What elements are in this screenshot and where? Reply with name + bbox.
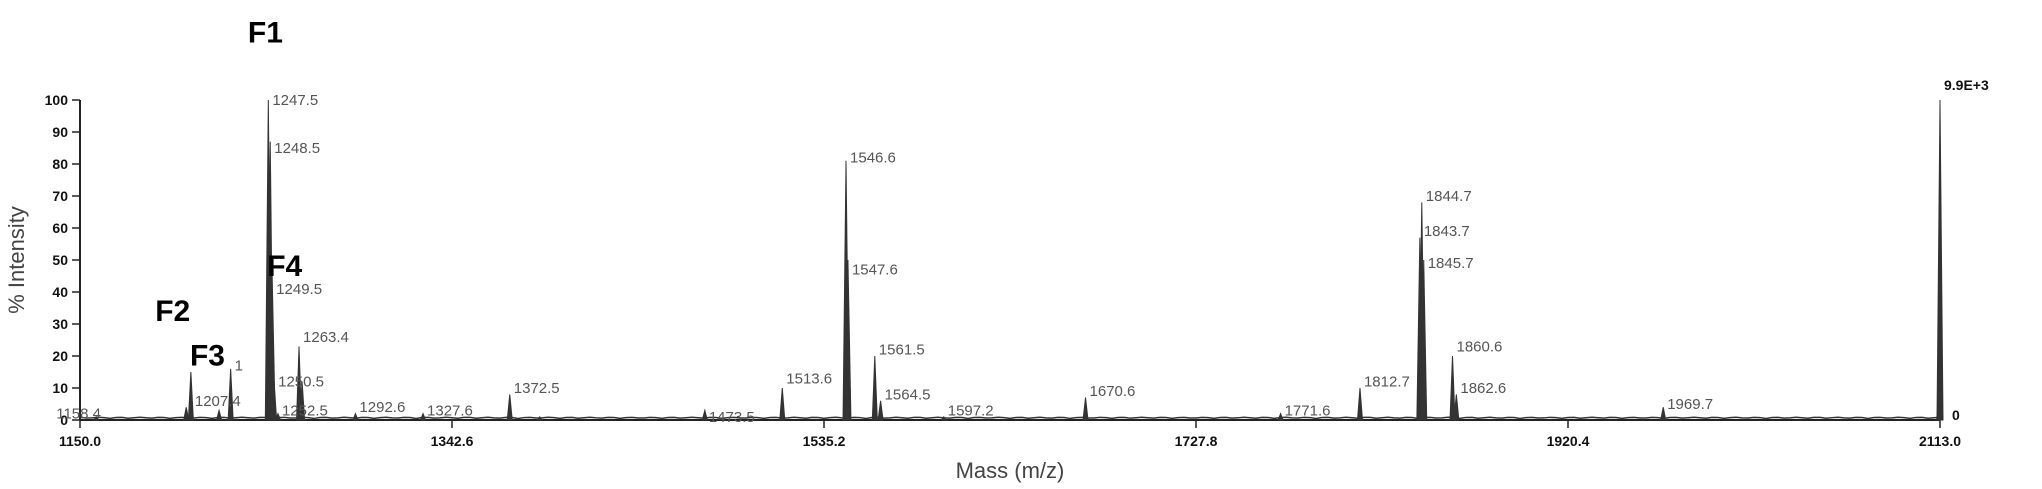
peak-label: 1597.2 <box>948 402 994 419</box>
spectrum-peak <box>1082 397 1089 421</box>
y-tick-label: 50 <box>52 252 68 268</box>
y-tick-label: 10 <box>52 380 68 396</box>
spectrum-baseline <box>79 416 1941 420</box>
spectrum-peak <box>296 346 303 421</box>
spectrum-peak <box>871 355 878 421</box>
y-tick-label: 30 <box>52 316 68 332</box>
y-tick-label: 60 <box>52 220 68 236</box>
y-axis-title: % Intensity <box>4 206 29 314</box>
spectrum-peak <box>183 407 190 421</box>
peak-label: 1372.5 <box>514 380 560 397</box>
fragment-label: F3 <box>190 340 225 373</box>
peak-label: 1860.6 <box>1456 338 1502 355</box>
peak-label: 1252.5 <box>282 402 328 419</box>
x-tick-label: 1727.8 <box>1175 433 1218 449</box>
peak-label: 1473.5 <box>709 409 755 426</box>
fragment-label: F2 <box>155 295 190 328</box>
x-tick-label: 2113.0 <box>1919 433 1961 449</box>
peak-label: 1292.6 <box>359 399 405 416</box>
peak-label: 1513.6 <box>786 370 832 387</box>
y-tick-label: 20 <box>52 348 68 364</box>
spectrum-peak <box>1936 99 1944 421</box>
peak-label: 1 <box>235 358 243 375</box>
spectrum-peaks <box>92 99 1944 421</box>
peak-label: 1248.5 <box>274 140 320 157</box>
x-axis-title: Mass (m/z) <box>956 458 1065 483</box>
fragment-label: F1 <box>248 16 283 49</box>
y-tick-label: 0 <box>60 412 68 428</box>
peak-label: 1561.5 <box>879 342 925 359</box>
peak-label: 1158.4 <box>56 406 101 423</box>
peak-label: 1247.5 <box>272 92 318 109</box>
peak-label: 1207.4 <box>195 393 241 410</box>
x-tick-label: 1535.2 <box>803 433 846 449</box>
x-tick-label: 1342.6 <box>431 433 474 449</box>
right-zero-label: 0 <box>1952 407 1960 423</box>
peak-label: 1263.4 <box>303 329 349 346</box>
spectrum-peak <box>844 259 852 421</box>
spectrum-peak <box>271 381 278 421</box>
peak-label: 1845.7 <box>1428 255 1474 272</box>
peak-label: 1812.7 <box>1364 374 1410 391</box>
y-axis-ticks: 0 10 20 30 40 50 60 70 80 90 100 <box>45 92 80 428</box>
peak-label: 1249.5 <box>276 281 322 298</box>
peak-label: 1546.6 <box>850 150 896 167</box>
peak-label: 1771.6 <box>1285 402 1331 419</box>
max-intensity-label: 9.9E+3 <box>1944 77 1989 93</box>
y-tick-label: 100 <box>45 92 69 108</box>
spectrum-peak <box>1420 259 1428 421</box>
peak-label: 1547.6 <box>852 262 898 279</box>
peak-labels: 1158.4 1207.4 1 1247.5 1248.5 1249.5 1250.5 125… <box>56 92 1713 426</box>
spectrum-peak <box>299 381 306 421</box>
y-tick-label: 70 <box>52 188 68 204</box>
peak-label: 1250.5 <box>278 374 324 391</box>
x-tick-label: 1920.4 <box>1547 433 1590 449</box>
peak-label: 1969.7 <box>1667 396 1713 413</box>
peak-label: 1844.7 <box>1426 188 1472 205</box>
spectrum-peak <box>877 400 884 421</box>
spectrum-peak <box>1356 387 1364 421</box>
peak-label: 1843.7 <box>1424 223 1470 240</box>
peak-label: 1862.6 <box>1460 380 1506 397</box>
spectrum-peak <box>187 371 194 421</box>
spectrum-peak <box>92 415 100 421</box>
x-tick-label: 1150.0 <box>59 433 101 449</box>
peak-label: 1670.6 <box>1090 383 1136 400</box>
spectrum-peak <box>352 412 359 421</box>
y-tick-label: 40 <box>52 284 68 300</box>
spectrum-peak <box>506 394 513 421</box>
spectrum-peak <box>1449 355 1456 421</box>
spectrum-peak <box>227 368 234 421</box>
spectrum-peak <box>1660 407 1667 421</box>
peak-label: 1327.6 <box>427 402 473 419</box>
peak-label: 1564.5 <box>885 386 931 403</box>
spectrum-peak <box>215 408 223 421</box>
y-tick-label: 80 <box>52 156 68 172</box>
spectrum-peak <box>779 387 786 421</box>
y-tick-label: 90 <box>52 124 68 140</box>
spectrum-peak <box>1453 394 1460 421</box>
fragment-label: F4 <box>267 250 302 283</box>
x-axis-ticks: 1150.0 1342.6 1535.2 1727.8 1920.4 2113.0 <box>59 420 1961 449</box>
axes <box>79 100 1940 421</box>
